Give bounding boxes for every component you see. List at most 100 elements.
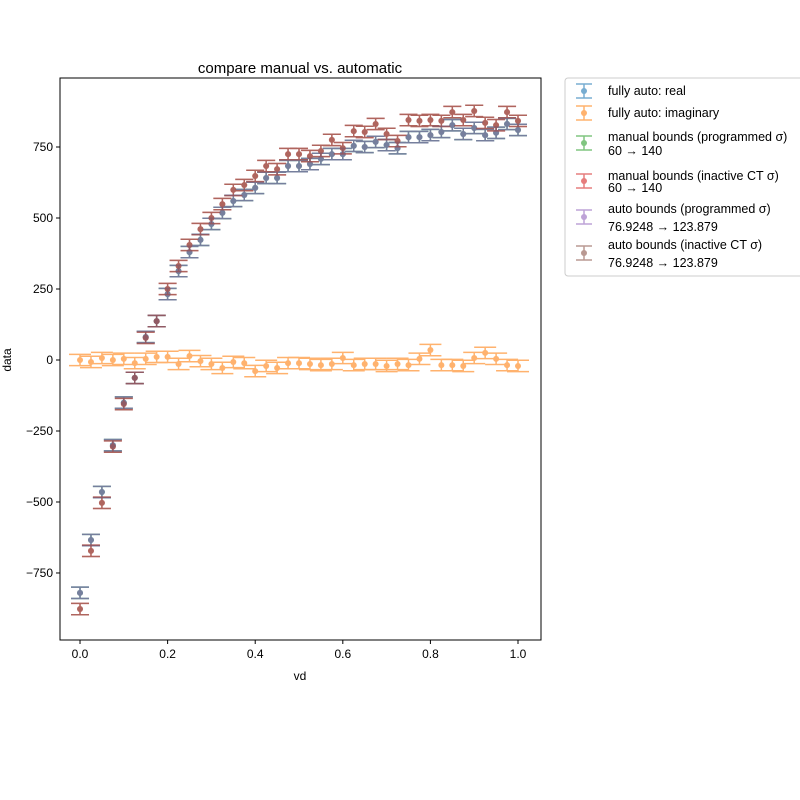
axes-frame xyxy=(59,77,542,641)
data-point xyxy=(263,362,270,369)
data-point xyxy=(427,347,434,354)
legend-sublabel: 60 → 140 xyxy=(608,144,662,158)
data-point xyxy=(515,362,522,369)
data-point xyxy=(252,172,259,179)
data-point xyxy=(208,215,215,222)
data-point xyxy=(427,117,434,124)
legend-label: fully auto: real xyxy=(608,84,686,98)
data-point xyxy=(219,209,226,216)
data-point xyxy=(504,109,511,116)
data-point xyxy=(274,174,281,181)
data-point xyxy=(285,151,292,158)
data-point xyxy=(153,353,160,360)
y-tick-label: 750 xyxy=(33,140,53,154)
data-point xyxy=(175,360,182,367)
data-point xyxy=(197,226,204,233)
legend-marker-4 xyxy=(576,209,592,225)
data-point xyxy=(416,117,423,124)
data-point xyxy=(230,358,237,365)
legend-frame xyxy=(564,77,800,277)
data-point xyxy=(394,138,401,145)
legend-sublabel: 76.9248 → 123.879 xyxy=(608,220,718,234)
data-point xyxy=(131,374,138,381)
data-point xyxy=(339,145,346,152)
data-point xyxy=(109,356,116,363)
data-point xyxy=(87,547,94,554)
data-point xyxy=(438,128,445,135)
data-point xyxy=(77,606,84,613)
data-point xyxy=(328,136,335,143)
x-tick-label: 0.8 xyxy=(422,647,439,661)
legend-label: auto bounds (inactive CT σ) xyxy=(608,238,762,252)
data-point xyxy=(109,443,116,450)
data-point xyxy=(153,318,160,325)
y-tick-label: −750 xyxy=(26,566,53,580)
data-point xyxy=(296,151,303,158)
legend-label: manual bounds (inactive CT σ) xyxy=(608,169,779,183)
data-point xyxy=(471,107,478,114)
legend-marker-2 xyxy=(576,135,592,151)
data-point xyxy=(77,589,84,596)
y-axis-label: data xyxy=(0,348,14,372)
x-tick-label: 0.6 xyxy=(334,647,351,661)
data-point xyxy=(263,174,270,181)
data-point xyxy=(285,163,292,170)
data-point xyxy=(383,130,390,137)
data-point xyxy=(98,499,105,506)
legend-sublabel: 60 → 140 xyxy=(608,181,662,195)
y-tick-label: 0 xyxy=(46,353,53,367)
x-tick-label: 1.0 xyxy=(510,647,527,661)
data-point xyxy=(296,163,303,170)
data-point xyxy=(306,161,313,168)
data-point xyxy=(372,138,379,145)
chart-title: compare manual vs. automatic xyxy=(198,60,403,77)
data-point xyxy=(317,155,324,162)
data-point xyxy=(241,182,248,189)
data-point xyxy=(460,362,467,369)
data-point xyxy=(87,537,94,544)
data-point xyxy=(98,489,105,496)
data-point xyxy=(405,134,412,141)
data-point xyxy=(515,126,522,133)
x-axis-label: vd xyxy=(294,669,307,683)
data-point xyxy=(230,197,237,204)
legend-marker-1 xyxy=(576,105,592,121)
legend-marker-3 xyxy=(576,173,592,189)
legend-label: auto bounds (programmed σ) xyxy=(608,202,771,216)
data-point xyxy=(241,192,248,199)
data-point xyxy=(427,132,434,139)
data-point xyxy=(197,236,204,243)
series-1 xyxy=(69,343,530,378)
data-point xyxy=(515,117,522,124)
data-point xyxy=(383,362,390,369)
legend-sublabel: 76.9248 → 123.879 xyxy=(608,256,718,270)
series-5 xyxy=(71,104,528,616)
data-point xyxy=(482,132,489,139)
data-point xyxy=(493,122,500,129)
data-point xyxy=(175,262,182,269)
data-point xyxy=(306,153,313,160)
data-point xyxy=(482,119,489,126)
plot-marks xyxy=(69,104,530,616)
data-point xyxy=(164,285,171,292)
x-tick-label: 0.0 xyxy=(72,647,89,661)
data-point xyxy=(142,334,149,341)
data-point xyxy=(296,360,303,367)
data-point xyxy=(317,362,324,369)
legend-label: manual bounds (programmed σ) xyxy=(608,130,787,144)
data-point xyxy=(252,184,259,191)
data-point xyxy=(350,362,357,369)
data-point xyxy=(230,186,237,193)
x-tick-label: 0.2 xyxy=(159,647,176,661)
legend-marker-5 xyxy=(576,245,592,261)
data-point xyxy=(460,117,467,124)
y-tick-label: −250 xyxy=(26,424,53,438)
data-point xyxy=(449,362,456,369)
data-point xyxy=(361,128,368,135)
data-point xyxy=(197,358,204,365)
legend-marker-0 xyxy=(576,83,592,99)
data-point xyxy=(263,163,270,170)
axis-ticks: 0.0 0.2 0.4 0.6 0.8 1.0 −750 −500 −250 0 250 500 750 xyxy=(26,140,527,661)
data-point xyxy=(471,124,478,131)
